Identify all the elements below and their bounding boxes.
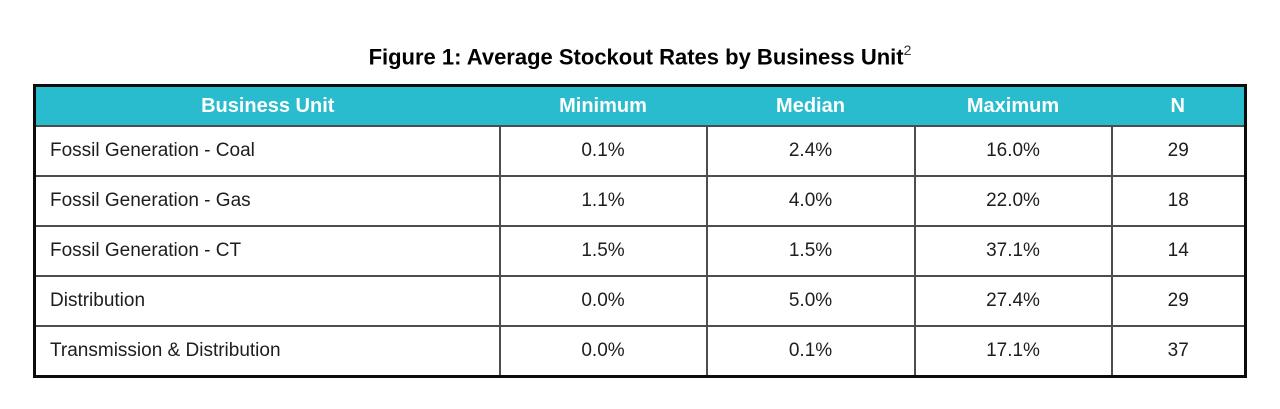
column-header-business-unit: Business Unit (34, 85, 500, 127)
cell-n: 14 (1110, 225, 1247, 277)
column-header-minimum: Minimum (499, 85, 707, 127)
cell-minimum: 0.1% (498, 125, 708, 177)
cell-business-unit: Transmission & Distribution (33, 325, 501, 378)
figure-title-text: Figure 1: Average Stockout Rates by Busi… (368, 44, 904, 70)
cell-maximum: 22.0% (913, 175, 1113, 227)
cell-business-unit: Distribution (33, 275, 501, 327)
cell-median: 5.0% (705, 275, 916, 327)
table-row: Transmission & Distribution 0.0% 0.1% 17… (33, 325, 1247, 378)
cell-n: 18 (1110, 175, 1247, 227)
cell-maximum: 37.1% (913, 225, 1113, 277)
cell-business-unit: Fossil Generation - CT (33, 225, 501, 277)
column-header-median: Median (706, 85, 915, 127)
table-header-row: Business Unit Minimum Median Maximum N (34, 85, 1246, 127)
table-row: Fossil Generation - Coal 0.1% 2.4% 16.0%… (33, 125, 1247, 177)
cell-minimum: 0.0% (498, 275, 708, 327)
figure-title: Figure 1: Average Stockout Rates by Busi… (0, 0, 1280, 70)
table-row: Distribution 0.0% 5.0% 27.4% 29 (33, 275, 1247, 327)
cell-median: 1.5% (705, 225, 916, 277)
cell-minimum: 1.1% (498, 175, 708, 227)
cell-business-unit: Fossil Generation - Coal (33, 125, 501, 177)
cell-maximum: 17.1% (913, 325, 1113, 378)
cell-n: 29 (1110, 125, 1247, 177)
cell-median: 2.4% (705, 125, 916, 177)
cell-maximum: 27.4% (913, 275, 1113, 327)
column-header-n: N (1111, 85, 1246, 127)
cell-median: 4.0% (705, 175, 916, 227)
table-row: Fossil Generation - CT 1.5% 1.5% 37.1% 1… (33, 225, 1247, 277)
cell-n: 37 (1110, 325, 1247, 378)
cell-business-unit: Fossil Generation - Gas (33, 175, 501, 227)
table-row: Fossil Generation - Gas 1.1% 4.0% 22.0% … (33, 175, 1247, 227)
cell-minimum: 1.5% (498, 225, 708, 277)
cell-maximum: 16.0% (913, 125, 1113, 177)
cell-median: 0.1% (705, 325, 916, 378)
figure-title-footnote-marker: 2 (903, 42, 912, 58)
cell-n: 29 (1110, 275, 1247, 327)
column-header-maximum: Maximum (914, 85, 1112, 127)
stockout-table: Business Unit Minimum Median Maximum N F… (33, 84, 1247, 378)
cell-minimum: 0.0% (498, 325, 708, 378)
